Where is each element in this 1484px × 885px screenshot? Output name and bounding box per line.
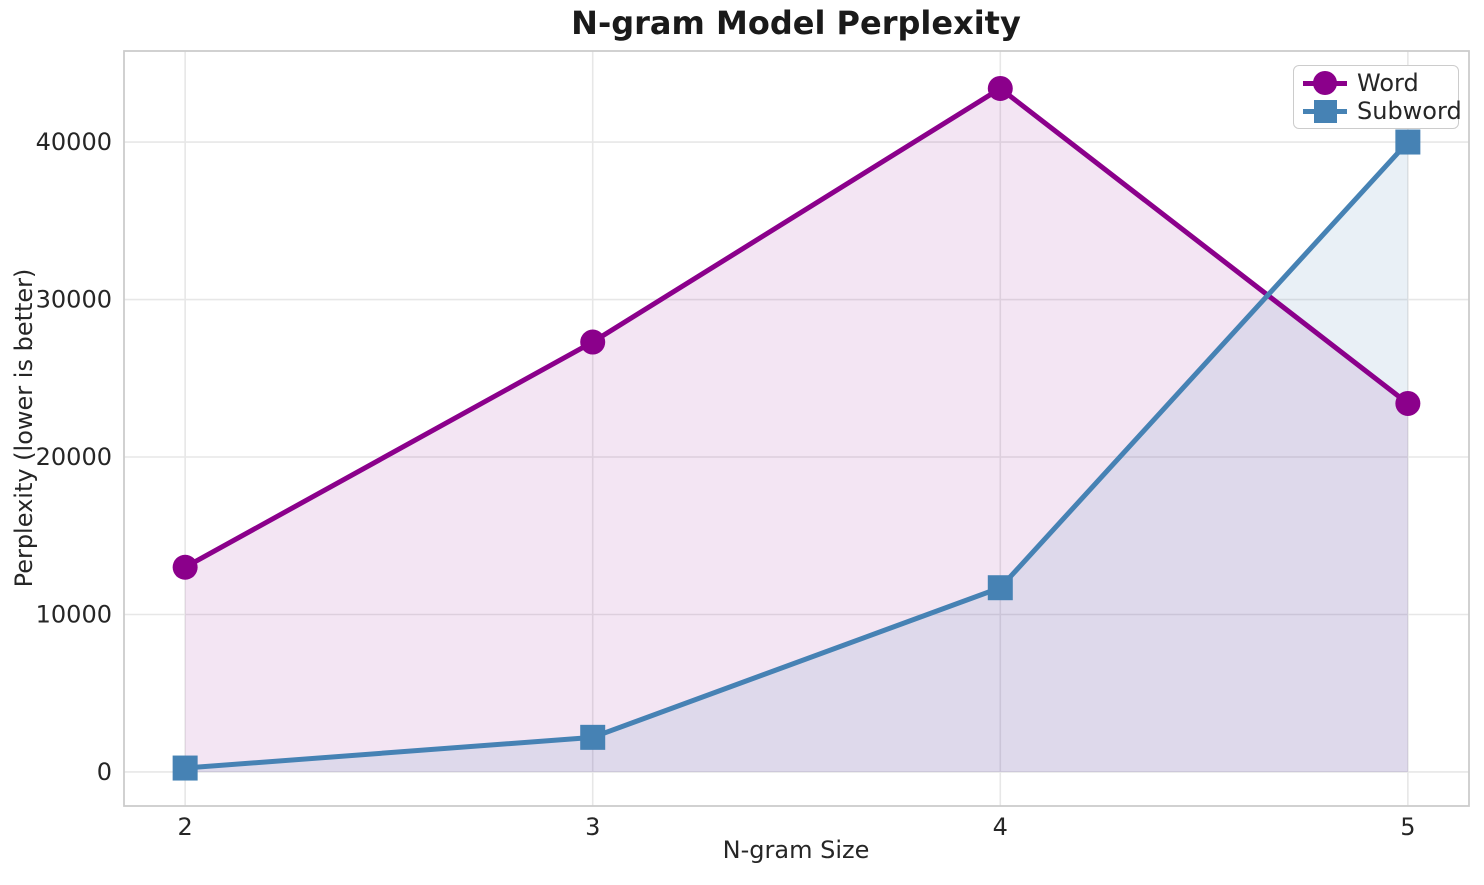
- y-axis-label: Perplexity (lower is better): [10, 268, 38, 588]
- legend-label-word: Word: [1357, 69, 1419, 97]
- data-point-subword: [172, 755, 198, 781]
- data-point-subword: [987, 575, 1013, 601]
- x-tick-label: 2: [177, 813, 192, 841]
- data-point-word: [1395, 390, 1421, 416]
- series-area-subword: [185, 142, 1408, 772]
- legend-subword-square-icon: [1303, 98, 1347, 124]
- data-point-word: [580, 329, 606, 355]
- y-tick-label: 20000: [36, 443, 112, 471]
- data-point-subword: [580, 724, 606, 750]
- legend-item-word: Word: [1303, 69, 1449, 97]
- gridlines: [124, 51, 1469, 806]
- x-axis-label: N-gram Size: [722, 836, 870, 864]
- series-line-subword: [182, 139, 1411, 771]
- legend: Word Subword: [1293, 65, 1462, 129]
- y-tick-label: 40000: [36, 128, 112, 156]
- y-tick-label: 30000: [36, 286, 112, 314]
- legend-label-subword: Subword: [1357, 97, 1462, 125]
- legend-word-circle-icon: [1303, 70, 1347, 96]
- x-tick-label: 4: [993, 813, 1008, 841]
- data-point-subword: [1395, 129, 1421, 155]
- x-tick-label: 3: [585, 813, 600, 841]
- y-tick-label: 0: [97, 758, 112, 786]
- y-tick-label: 10000: [36, 600, 112, 628]
- legend-item-subword: Subword: [1303, 97, 1462, 125]
- series-line-word: [182, 85, 1411, 570]
- series-area-word: [185, 88, 1408, 772]
- x-tick-label: 5: [1400, 813, 1415, 841]
- plot-spines: [123, 50, 1470, 807]
- chart-title: N-gram Model Perplexity: [571, 4, 1021, 42]
- data-point-word: [172, 554, 198, 580]
- data-point-word: [987, 75, 1013, 101]
